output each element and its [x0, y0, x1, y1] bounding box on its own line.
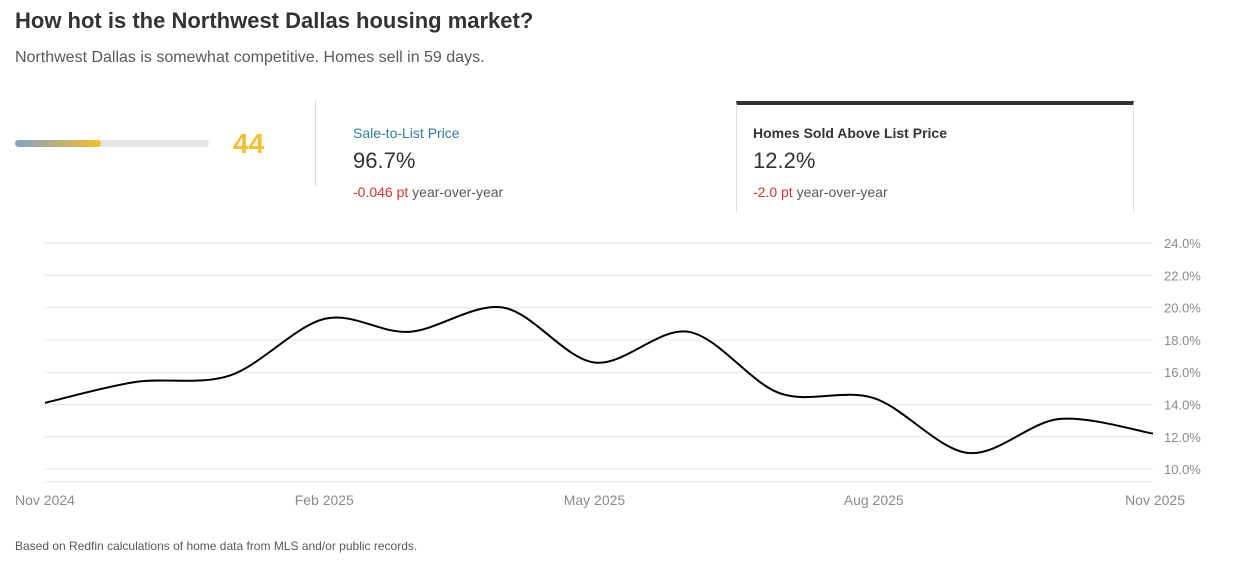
- data-point: [871, 395, 877, 401]
- data-point: [1150, 431, 1156, 437]
- y-tick-label: 22.0%: [1164, 268, 1201, 283]
- page-title: How hot is the Northwest Dallas housing …: [15, 8, 534, 33]
- data-point: [591, 360, 597, 366]
- compete-score-value: 44: [233, 128, 265, 159]
- y-tick-label: 20.0%: [1164, 301, 1201, 316]
- stat-sold-above-list-change: -2.0 pt year-over-year: [753, 184, 888, 200]
- y-tick-label: 16.0%: [1164, 365, 1201, 380]
- stat-sold-above-list-period: year-over-year: [796, 184, 888, 200]
- data-point: [406, 329, 412, 335]
- stat-sold-above-list-value: 12.2%: [753, 148, 816, 173]
- x-tick-label: Nov 2025: [1125, 492, 1185, 508]
- y-tick-label: 14.0%: [1164, 397, 1201, 412]
- x-tick-label: Feb 2025: [295, 492, 354, 508]
- data-point: [321, 316, 327, 322]
- x-tick-label: May 2025: [564, 492, 626, 508]
- y-tick-label: 24.0%: [1164, 236, 1201, 251]
- stat-sold-above-list-delta: -2.0 pt: [753, 184, 793, 200]
- homes-sold-above-list-chart: 10.0% 12.0% 14.0% 16.0% 18.0% 20.0% 22.0% 24.0%…: [15, 236, 1201, 508]
- y-tick-label: 12.0%: [1164, 430, 1201, 445]
- x-tick-label: Aug 2025: [844, 492, 904, 508]
- stat-sale-to-list-change: -0.046 pt year-over-year: [353, 184, 503, 200]
- stat-sale-to-list-label[interactable]: Sale-to-List Price: [353, 125, 460, 141]
- compete-score-fill: [15, 140, 101, 147]
- y-tick-label: 18.0%: [1164, 333, 1201, 348]
- data-point: [500, 305, 506, 311]
- data-point: [133, 379, 139, 385]
- data-point: [686, 329, 692, 335]
- compete-score: 44: [15, 128, 285, 168]
- y-tick-label: 10.0%: [1164, 462, 1201, 477]
- compete-score-bar: [15, 140, 209, 147]
- data-point: [777, 390, 783, 396]
- stat-sold-above-list-label: Homes Sold Above List Price: [753, 125, 947, 141]
- data-point: [227, 372, 233, 378]
- data-point: [965, 450, 971, 456]
- data-point: [42, 400, 48, 406]
- data-point: [1056, 416, 1062, 422]
- stat-sale-to-list-delta: -0.046 pt: [353, 184, 409, 200]
- stat-divider: [315, 101, 316, 186]
- stat-sale-to-list-value: 96.7%: [353, 148, 416, 173]
- footnote: Based on Redfin calculations of home dat…: [15, 539, 418, 553]
- x-tick-label: Nov 2024: [15, 492, 75, 508]
- series-line: [44, 306, 1154, 454]
- stat-sold-above-list-tab[interactable]: [736, 101, 1134, 212]
- page-subtitle: Northwest Dallas is somewhat competitive…: [15, 49, 485, 66]
- stat-sale-to-list-period: year-over-year: [412, 184, 504, 200]
